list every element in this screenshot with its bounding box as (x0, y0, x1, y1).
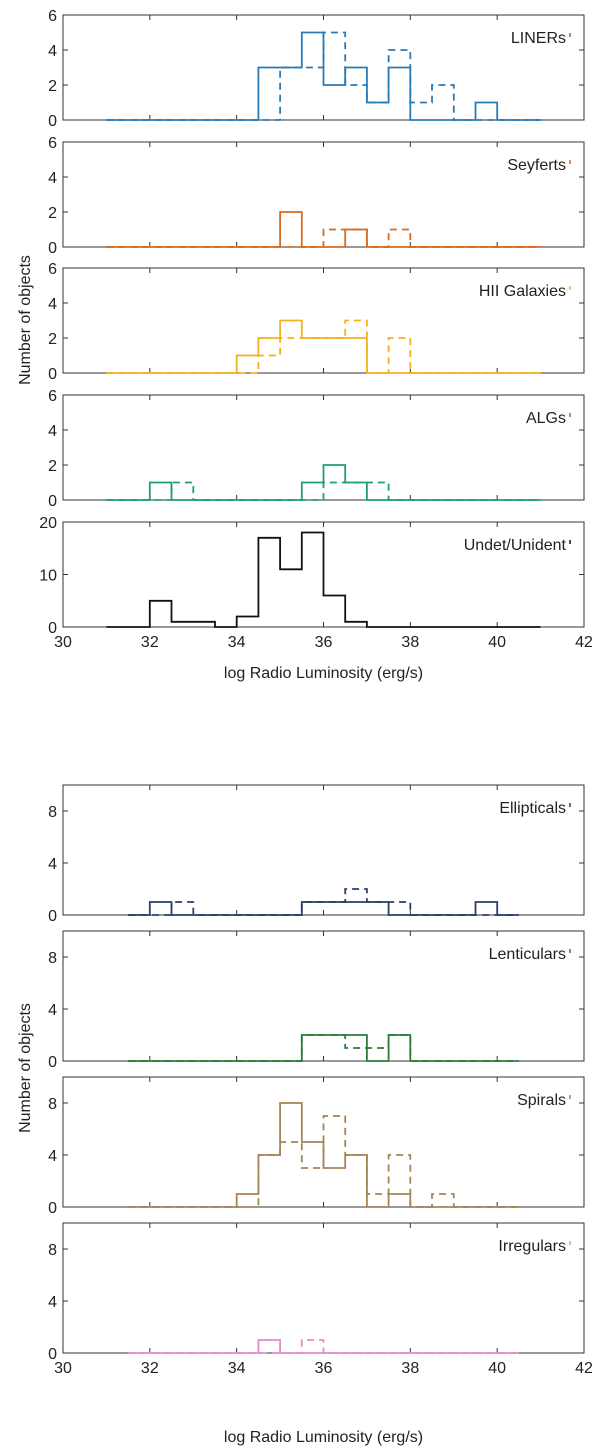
histogram-dashed (106, 319, 541, 374)
panel-algs: 0 2 4 6 ALGs (48, 388, 585, 510)
x-axis-label: log Radio Luminosity (erg/s) (224, 1429, 423, 1446)
x-tick-label: 32 (141, 634, 159, 651)
x-tick-label: 32 (141, 1360, 159, 1377)
y-tick-label: 8 (48, 1242, 57, 1259)
y-tick-label: 8 (48, 950, 57, 967)
y-axis-label: Number of objects (17, 255, 34, 385)
y-tick-label: 0 (48, 908, 57, 925)
histogram-solid (128, 1339, 519, 1354)
y-tick-label: 6 (48, 261, 57, 278)
histogram-solid (128, 1034, 519, 1062)
histogram-solid (106, 319, 541, 374)
panel-lenticulars: 0 4 8 Lenticulars (48, 930, 585, 1071)
y-tick-label: 6 (48, 388, 57, 405)
x-tick-label: 30 (54, 1360, 72, 1377)
panel-hii-galaxies: 0 2 4 6 HII Galaxies (48, 261, 585, 383)
x-tick-label: 36 (315, 1360, 333, 1377)
histogram-dashed (128, 1339, 519, 1354)
x-tick-label: 30 (54, 634, 72, 651)
histogram-solid (128, 901, 519, 916)
panel-undet-unident: 30 32 34 36 38 40 42 0 10 20 Undet/Unident (39, 515, 593, 651)
y-tick-label: 6 (48, 8, 57, 25)
panel-label: ALGs (526, 410, 566, 427)
y-tick-label: 0 (48, 1200, 57, 1217)
y-tick-label: 0 (48, 113, 57, 130)
y-tick-label: 0 (48, 366, 57, 383)
panel-seyferts: 0 2 4 6 Seyferts (48, 135, 585, 257)
y-tick-label: 20 (39, 515, 57, 532)
y-tick-label: 4 (48, 1148, 57, 1165)
panel-label: Spirals (517, 1092, 566, 1109)
y-tick-label: 4 (48, 1002, 57, 1019)
panel-spirals: 0 4 8 Spirals (48, 1076, 585, 1217)
y-tick-label: 0 (48, 1346, 57, 1363)
panel-label: Lenticulars (489, 946, 566, 963)
y-tick-label: 0 (48, 240, 57, 257)
x-tick-label: 34 (228, 1360, 246, 1377)
y-tick-label: 0 (48, 620, 57, 637)
panel-ellipticals: 0 4 8 Ellipticals (48, 784, 585, 925)
panel-label: Undet/Unident (464, 537, 567, 554)
y-tick-label: 4 (48, 856, 57, 873)
y-tick-label: 4 (48, 423, 57, 440)
x-tick-label: 42 (575, 1360, 593, 1377)
y-tick-label: 4 (48, 1294, 57, 1311)
x-tick-label: 34 (228, 634, 246, 651)
y-tick-label: 2 (48, 78, 57, 95)
y-tick-label: 2 (48, 458, 57, 475)
y-tick-label: 8 (48, 1096, 57, 1113)
panel-label: HII Galaxies (479, 283, 566, 300)
histogram-dashed (106, 481, 541, 501)
panel-liners: 0 2 4 6 LINERs (48, 8, 585, 130)
x-tick-label: 38 (401, 1360, 419, 1377)
x-tick-label: 36 (315, 634, 333, 651)
y-axis-label: Number of objects (17, 1003, 34, 1133)
y-tick-label: 0 (48, 493, 57, 510)
y-tick-label: 0 (48, 1054, 57, 1071)
panel-irregulars: 30 32 34 36 38 40 42 0 4 8 Irregulars (48, 1222, 593, 1377)
panel-label: Seyferts (507, 157, 566, 174)
y-tick-label: 10 (39, 568, 57, 585)
panel-label: Irregulars (498, 1238, 566, 1255)
y-tick-label: 4 (48, 170, 57, 187)
y-tick-label: 4 (48, 43, 57, 60)
histogram-dashed (106, 228, 541, 248)
histogram-solid (106, 31, 541, 121)
histogram-solid (128, 1102, 519, 1208)
x-axis-label: log Radio Luminosity (erg/s) (224, 665, 423, 682)
x-tick-label: 40 (488, 1360, 506, 1377)
y-tick-label: 2 (48, 205, 57, 222)
histogram-solid (106, 531, 541, 628)
x-tick-label: 38 (401, 634, 419, 651)
y-tick-label: 2 (48, 331, 57, 348)
histogram-solid (106, 464, 541, 501)
histogram-solid (106, 211, 541, 248)
x-tick-label: 42 (575, 634, 593, 651)
y-tick-label: 6 (48, 135, 57, 152)
panel-label: LINERs (511, 30, 566, 47)
x-tick-label: 40 (488, 634, 506, 651)
y-tick-label: 4 (48, 296, 57, 313)
y-tick-label: 8 (48, 804, 57, 821)
panel-label: Ellipticals (499, 800, 566, 817)
